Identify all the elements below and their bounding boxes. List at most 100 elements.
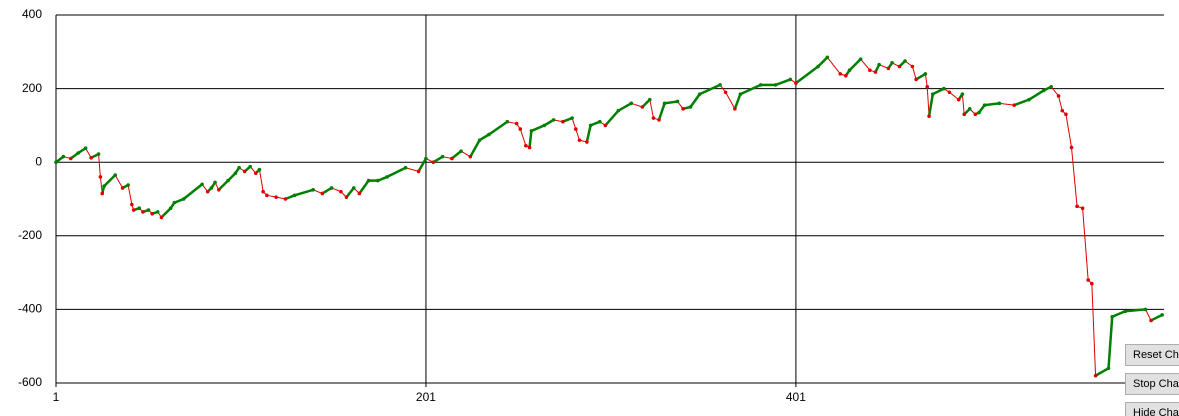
data-point	[997, 101, 1002, 106]
data-point	[524, 143, 528, 148]
data-point	[83, 146, 88, 151]
data-point	[1093, 373, 1098, 378]
data-point	[977, 110, 981, 115]
line-segment	[114, 174, 124, 189]
data-point	[886, 66, 891, 71]
line-segment	[519, 128, 527, 146]
data-point	[126, 183, 130, 187]
data-point	[640, 105, 645, 109]
data-point	[120, 186, 125, 190]
stop-chart-button[interactable]: Stop Cha	[1125, 373, 1179, 395]
data-point	[542, 123, 547, 128]
data-point	[200, 182, 204, 187]
data-point	[514, 121, 519, 126]
data-point	[647, 97, 652, 102]
data-point	[1041, 88, 1046, 93]
data-point	[577, 138, 582, 142]
line-segment	[488, 120, 509, 136]
data-point	[930, 92, 935, 96]
data-point	[825, 55, 830, 60]
line-segment	[575, 128, 580, 141]
line-segment	[294, 188, 314, 197]
data-point	[858, 57, 863, 61]
data-point	[226, 178, 230, 183]
data-point	[967, 107, 972, 111]
line-segment	[932, 87, 945, 96]
data-point	[897, 64, 902, 69]
line-segment	[1065, 114, 1073, 148]
data-point	[573, 127, 578, 131]
data-point	[311, 188, 315, 192]
data-point	[137, 206, 142, 210]
line-segment	[1091, 283, 1097, 376]
line-segment	[725, 92, 736, 110]
data-point	[518, 127, 523, 131]
line-segment	[1107, 316, 1114, 369]
line-segment	[817, 56, 829, 68]
data-point	[242, 169, 247, 174]
data-point	[96, 152, 101, 156]
data-point	[320, 191, 325, 196]
data-point	[1110, 314, 1115, 319]
data-point	[585, 140, 589, 144]
data-point	[1075, 204, 1079, 209]
line-segment	[1082, 208, 1089, 280]
line-segment	[1028, 89, 1045, 101]
data-point	[168, 206, 173, 210]
data-point	[923, 72, 928, 76]
data-point	[588, 123, 593, 128]
data-point	[651, 116, 656, 120]
y-tick-label: -600	[18, 375, 42, 389]
data-point	[1069, 145, 1074, 150]
line-segment	[358, 179, 370, 195]
data-point	[100, 191, 105, 196]
data-point	[675, 99, 680, 104]
data-point	[209, 186, 214, 190]
data-point	[102, 184, 106, 188]
line-segment	[585, 125, 592, 143]
data-point	[629, 101, 634, 106]
line-segment	[689, 93, 701, 108]
data-point	[794, 81, 798, 85]
line-segment	[405, 167, 419, 172]
line-segment	[999, 102, 1015, 106]
line-segment	[1094, 367, 1110, 377]
data-point	[914, 77, 918, 82]
data-point	[738, 92, 743, 96]
data-point	[68, 156, 73, 161]
data-point	[233, 171, 238, 176]
data-point	[253, 171, 258, 176]
data-point	[927, 114, 931, 118]
data-point	[283, 197, 288, 201]
data-point	[1143, 307, 1148, 312]
line-segment	[795, 65, 819, 85]
data-point	[868, 68, 872, 72]
data-point	[89, 155, 93, 160]
y-tick-label: -400	[18, 302, 42, 316]
data-point	[366, 178, 371, 183]
y-tick-label: 0	[35, 154, 42, 168]
line-segment	[217, 179, 229, 191]
data-point	[551, 118, 556, 122]
data-point	[155, 210, 160, 214]
reset-chart-button[interactable]: Reset Cha	[1125, 344, 1179, 366]
hide-chart-button[interactable]: Hide Cha	[1125, 402, 1179, 416]
data-point	[265, 193, 269, 198]
data-point	[982, 103, 987, 107]
line-segment	[649, 99, 654, 119]
line-segment	[924, 73, 928, 87]
data-point	[1090, 281, 1094, 286]
line-segment	[1058, 95, 1063, 111]
data-point	[403, 165, 408, 170]
data-point	[942, 86, 946, 91]
data-point	[847, 68, 852, 72]
line-segment	[604, 109, 620, 127]
line-segment	[617, 102, 632, 112]
data-point	[1064, 112, 1068, 117]
data-point	[529, 129, 534, 133]
data-point	[459, 149, 463, 153]
data-point	[130, 202, 134, 207]
data-point	[598, 119, 602, 124]
data-point	[257, 167, 262, 172]
line-segment	[386, 166, 407, 179]
